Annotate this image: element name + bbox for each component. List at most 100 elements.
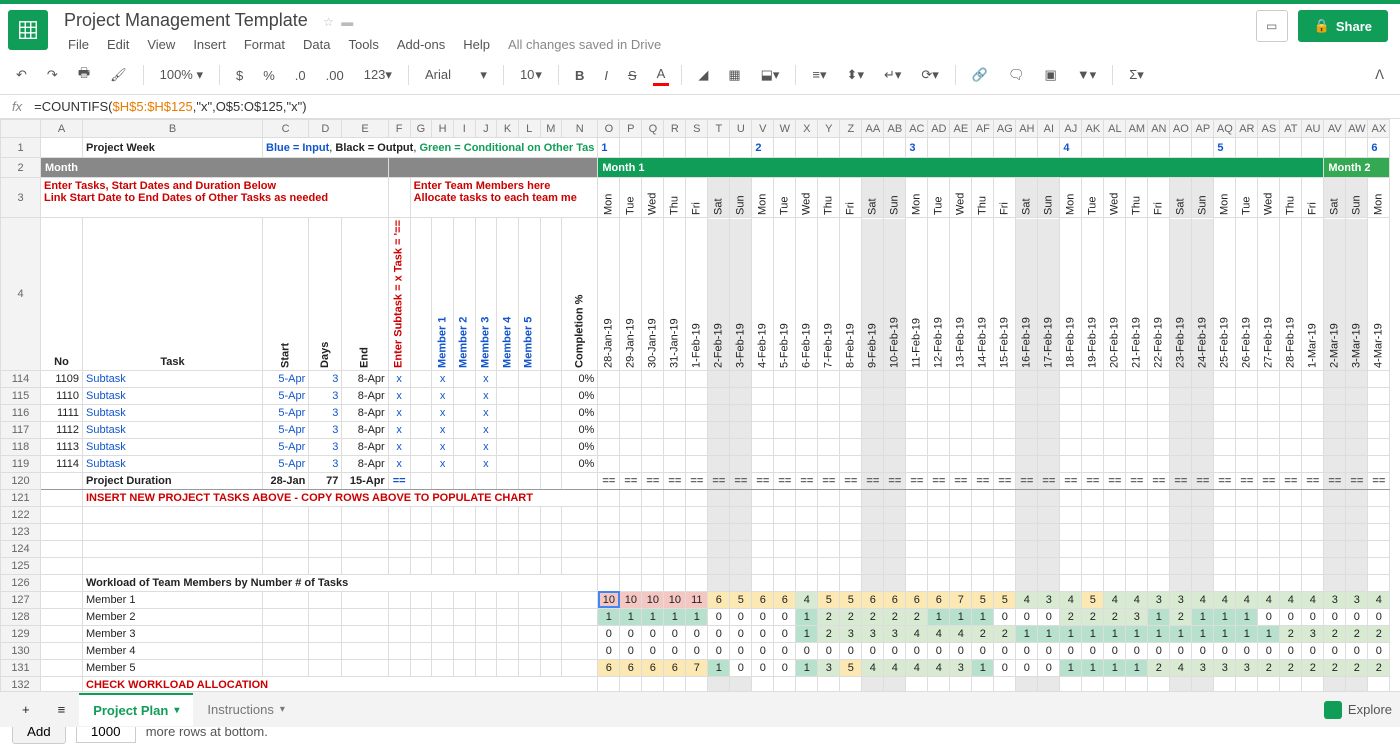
cell[interactable]: 1113	[41, 438, 83, 455]
cell[interactable]	[1236, 138, 1258, 158]
cell[interactable]	[884, 438, 906, 455]
cell[interactable]: 0	[598, 642, 620, 659]
cell[interactable]	[1038, 138, 1060, 158]
cell[interactable]: 1	[1126, 625, 1148, 642]
row-hdr[interactable]: 2	[1, 158, 41, 178]
cell[interactable]: x	[388, 438, 410, 455]
cell[interactable]: Mon	[1060, 178, 1082, 218]
cell[interactable]: 1	[1170, 625, 1192, 642]
cell[interactable]: Enter Team Members here Allocate tasks t…	[410, 178, 598, 218]
cell[interactable]	[1104, 138, 1126, 158]
cell[interactable]	[598, 455, 620, 472]
cell[interactable]	[1280, 370, 1302, 387]
cell[interactable]: 3	[309, 421, 342, 438]
cell[interactable]: 4	[1258, 591, 1280, 608]
cell[interactable]	[1016, 421, 1038, 438]
cell[interactable]	[1104, 455, 1126, 472]
cell[interactable]: 0	[708, 642, 730, 659]
cell[interactable]: 5	[972, 591, 994, 608]
cell[interactable]: 0%	[562, 455, 598, 472]
cell[interactable]: x	[432, 421, 454, 438]
cell[interactable]: 3	[1214, 659, 1236, 676]
cell[interactable]	[1280, 138, 1302, 158]
filter-button[interactable]: ▼▾	[1073, 65, 1100, 85]
cell[interactable]: 2	[1104, 608, 1126, 625]
cell[interactable]	[708, 438, 730, 455]
cell[interactable]: 2	[840, 608, 862, 625]
cell[interactable]	[664, 421, 686, 438]
row-hdr[interactable]: 117	[1, 421, 41, 438]
cell[interactable]: Thu	[1126, 178, 1148, 218]
cell[interactable]	[994, 421, 1016, 438]
row-hdr[interactable]: 128	[1, 608, 41, 625]
menu-view[interactable]: View	[139, 33, 183, 56]
cell[interactable]: 3	[1038, 591, 1060, 608]
cell[interactable]	[1324, 370, 1346, 387]
col-hdr[interactable]: B	[83, 120, 263, 138]
cell[interactable]: ==	[906, 472, 928, 489]
cell[interactable]: 1	[1192, 608, 1214, 625]
cell[interactable]: ==	[994, 472, 1016, 489]
cell[interactable]: 3	[309, 455, 342, 472]
cell[interactable]	[818, 455, 840, 472]
cell[interactable]: 28-Jan-19	[598, 218, 620, 371]
cell[interactable]: Task	[83, 218, 263, 371]
cell[interactable]: 2	[862, 608, 884, 625]
cell[interactable]	[972, 370, 994, 387]
cell[interactable]: 0%	[562, 421, 598, 438]
cell[interactable]: 0	[994, 608, 1016, 625]
cell[interactable]: ==	[730, 472, 752, 489]
col-hdr[interactable]: AH	[1016, 120, 1038, 138]
cell[interactable]: 0	[1236, 642, 1258, 659]
row-hdr[interactable]: 123	[1, 523, 41, 540]
cell[interactable]: 5	[840, 659, 862, 676]
cell[interactable]	[1082, 438, 1104, 455]
cell[interactable]: 0	[1280, 642, 1302, 659]
cell[interactable]	[1170, 387, 1192, 404]
cell[interactable]: 3	[1170, 591, 1192, 608]
cell[interactable]: 1	[642, 608, 664, 625]
cell[interactable]: 0	[642, 625, 664, 642]
cell[interactable]: Days	[309, 218, 342, 371]
cell[interactable]	[774, 387, 796, 404]
cell[interactable]: Thu	[664, 178, 686, 218]
cell[interactable]: Sun	[1038, 178, 1060, 218]
font-size[interactable]: 10 ▾	[516, 65, 546, 85]
cell[interactable]: ==	[1148, 472, 1170, 489]
cell[interactable]: 0	[1016, 659, 1038, 676]
cell[interactable]: INSERT NEW PROJECT TASKS ABOVE - COPY RO…	[83, 489, 598, 506]
cell[interactable]	[1258, 438, 1280, 455]
cell[interactable]	[598, 404, 620, 421]
cell[interactable]: 0%	[562, 404, 598, 421]
cell[interactable]: 4	[928, 625, 950, 642]
cell[interactable]: 5-Apr	[263, 404, 309, 421]
cell[interactable]: 2-Feb-19	[708, 218, 730, 371]
cell[interactable]: Wed	[950, 178, 972, 218]
cell[interactable]: 10	[664, 591, 686, 608]
cell[interactable]	[620, 404, 642, 421]
cell[interactable]: 0	[730, 625, 752, 642]
cell[interactable]: 4	[1280, 591, 1302, 608]
cell[interactable]: Wed	[1258, 178, 1280, 218]
cell[interactable]: 5-Feb-19	[774, 218, 796, 371]
paint-format-icon[interactable]: 🖌	[106, 65, 131, 85]
cell[interactable]	[1236, 404, 1258, 421]
cell[interactable]: 0	[1302, 608, 1324, 625]
col-hdr[interactable]: AF	[972, 120, 994, 138]
row-hdr[interactable]: 119	[1, 455, 41, 472]
cell[interactable]: 1	[1148, 625, 1170, 642]
col-hdr[interactable]: AS	[1258, 120, 1280, 138]
cell[interactable]	[1346, 421, 1368, 438]
borders-button[interactable]: ▦	[724, 65, 744, 85]
cell[interactable]: 5-Apr	[263, 455, 309, 472]
cell[interactable]: 2-Mar-19	[1324, 218, 1346, 371]
cell[interactable]: Member 2	[83, 608, 263, 625]
cell[interactable]: 0	[1368, 608, 1390, 625]
cell[interactable]: 2	[1346, 625, 1368, 642]
col-hdr[interactable]: AI	[1038, 120, 1060, 138]
col-hdr[interactable]: P	[620, 120, 642, 138]
cell[interactable]	[664, 387, 686, 404]
cell[interactable]	[1192, 387, 1214, 404]
cell[interactable]: 3	[309, 387, 342, 404]
cell[interactable]	[1280, 421, 1302, 438]
